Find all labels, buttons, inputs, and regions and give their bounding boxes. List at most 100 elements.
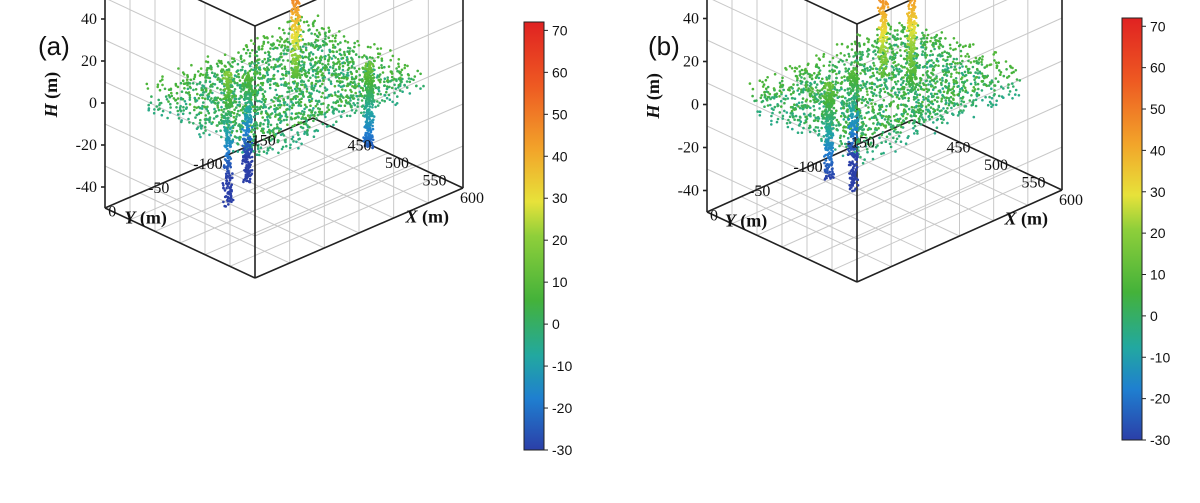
- scatter-point: [416, 69, 420, 73]
- scatter-point: [297, 27, 300, 31]
- scatter-point: [393, 91, 396, 95]
- scatter-point: [223, 115, 226, 118]
- scatter-point: [848, 102, 851, 105]
- scatter-point: [899, 49, 902, 52]
- scatter-point: [269, 78, 273, 81]
- y-tick-label: -50: [148, 180, 169, 197]
- scatter-point: [298, 98, 301, 102]
- scatter-point: [413, 75, 417, 78]
- scatter-point: [835, 124, 838, 127]
- scatter-point: [278, 43, 281, 47]
- scatter-point: [868, 117, 871, 121]
- scatter-point: [282, 98, 286, 101]
- scatter-point: [843, 88, 847, 92]
- scatter-point: [1000, 85, 1003, 88]
- scatter-point: [223, 125, 226, 129]
- scatter-point: [938, 78, 942, 81]
- scatter-point: [290, 34, 294, 38]
- scatter-point: [278, 106, 282, 109]
- scatter-point: [921, 53, 924, 56]
- scatter-point: [322, 66, 326, 70]
- scatter-point: [946, 55, 950, 59]
- scatter-point: [232, 149, 235, 153]
- scatter-point: [782, 97, 786, 100]
- scatter-point: [780, 79, 784, 83]
- scatter-point: [197, 70, 200, 73]
- scatter-point: [339, 115, 343, 118]
- scatter-point: [303, 103, 307, 107]
- scatter-point: [838, 95, 841, 99]
- scatter-point: [997, 94, 1001, 98]
- scatter-point: [253, 136, 256, 139]
- scatter-point: [238, 86, 242, 89]
- scatter-point: [921, 31, 924, 35]
- scatter-point: [935, 118, 939, 122]
- scatter-point: [213, 72, 217, 75]
- scatter-point: [387, 93, 391, 97]
- scatter-point: [934, 82, 937, 85]
- scatter-point: [292, 28, 295, 32]
- scatter-point: [1012, 85, 1015, 88]
- scatter-point: [258, 66, 262, 69]
- scatter-point: [204, 73, 207, 76]
- scatter-point: [816, 73, 819, 77]
- scatter-point: [860, 55, 863, 59]
- scatter-point: [775, 120, 779, 124]
- scatter-point: [296, 69, 300, 72]
- scatter-point: [335, 50, 339, 53]
- scatter-point: [963, 70, 967, 74]
- scatter-point: [327, 36, 331, 40]
- x-axis-unit: (m): [418, 207, 449, 228]
- scatter-point: [1006, 76, 1009, 79]
- scatter-point: [885, 73, 889, 77]
- scatter-point: [255, 54, 259, 58]
- scatter-point: [287, 32, 291, 35]
- scatter-point: [904, 117, 908, 120]
- scatter-point: [932, 121, 935, 124]
- scatter-point: [896, 93, 899, 97]
- scatter-point: [297, 133, 300, 137]
- scatter-point: [277, 104, 280, 107]
- scatter-point: [879, 89, 883, 93]
- scatter-point: [959, 54, 963, 58]
- scatter-point: [291, 59, 294, 62]
- scatter-point: [229, 157, 233, 160]
- scatter-point: [227, 103, 230, 106]
- scatter-point: [224, 129, 227, 133]
- scatter-point: [781, 114, 785, 118]
- scatter-point: [374, 86, 378, 90]
- scatter-point: [947, 52, 951, 56]
- box-edge: [254, 0, 318, 27]
- scatter-point: [265, 71, 269, 74]
- scatter-point: [361, 55, 364, 59]
- scatter-point: [235, 106, 238, 109]
- scatter-point: [373, 59, 376, 63]
- scatter-point: [299, 64, 303, 67]
- scatter-point: [310, 111, 313, 114]
- scatter-point: [321, 82, 324, 86]
- scatter-point: [882, 99, 886, 102]
- scatter-point: [899, 54, 903, 57]
- scatter-point: [346, 71, 350, 75]
- scatter-point: [296, 115, 300, 118]
- scatter-point: [933, 47, 936, 51]
- scatter-point: [274, 88, 278, 92]
- scatter-point: [282, 77, 285, 80]
- scatter-point: [327, 103, 330, 107]
- scatter-point: [953, 93, 956, 97]
- scatter-point: [811, 95, 815, 99]
- scatter-point: [874, 114, 877, 118]
- scatter-point: [872, 74, 876, 77]
- scatter-point: [840, 142, 843, 145]
- scatter-point: [253, 78, 257, 81]
- scatter-point: [258, 68, 262, 71]
- scatter-point: [261, 116, 265, 119]
- scatter-point: [859, 127, 862, 130]
- scatter-point: [297, 13, 300, 17]
- scatter-point: [225, 186, 228, 190]
- scatter-point: [866, 66, 869, 70]
- y-axis-label: Y (m): [124, 208, 166, 229]
- scatter-point: [925, 79, 929, 82]
- scatter-point: [312, 24, 315, 28]
- scatter-point: [290, 16, 293, 19]
